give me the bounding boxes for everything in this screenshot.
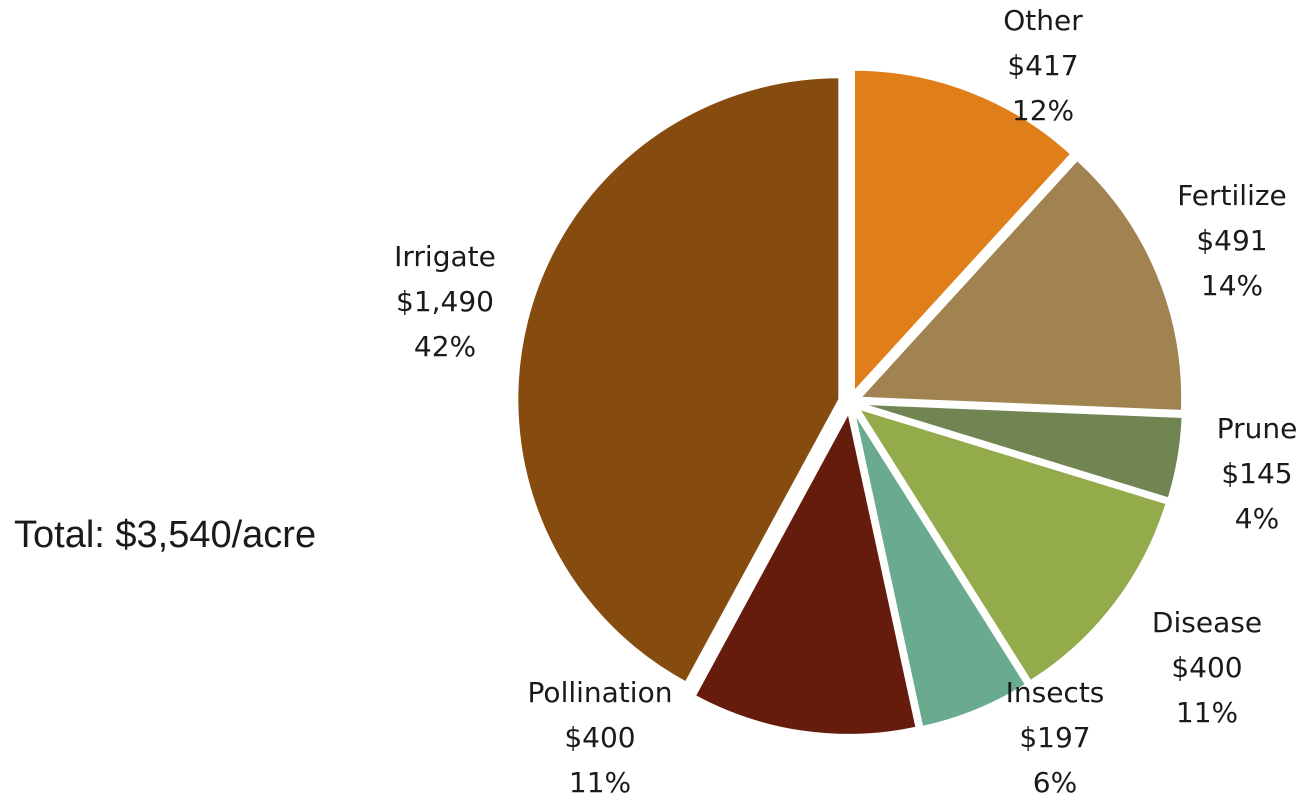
pie-slice bbox=[857, 158, 1184, 412]
pie-slice bbox=[853, 411, 1028, 729]
value-label: $197 bbox=[1019, 721, 1090, 754]
percent-label: 14% bbox=[1201, 269, 1263, 302]
pie-slice bbox=[856, 406, 1168, 683]
slice-label: Irrigate bbox=[394, 240, 496, 273]
slice-label: Pollination bbox=[528, 676, 673, 709]
pie-slice bbox=[693, 410, 918, 736]
percent-label: 4% bbox=[1235, 502, 1279, 535]
percent-label: 11% bbox=[1176, 696, 1238, 729]
percent-label: 6% bbox=[1033, 766, 1077, 798]
pie-slice bbox=[852, 68, 1073, 395]
value-label: $145 bbox=[1221, 457, 1292, 490]
value-label: $417 bbox=[1007, 49, 1078, 82]
slice-label: Insects bbox=[1006, 676, 1105, 709]
total-label: Total: $3,540/acre bbox=[14, 514, 316, 556]
slice-label: Other bbox=[1003, 4, 1083, 37]
slice-label: Prune bbox=[1217, 412, 1298, 445]
percent-label: 12% bbox=[1012, 94, 1074, 127]
pie-slice bbox=[860, 402, 1184, 500]
pie-slice bbox=[516, 76, 841, 684]
percent-label: 11% bbox=[569, 766, 631, 798]
slice-label: Fertilize bbox=[1177, 179, 1287, 212]
value-label: $400 bbox=[564, 721, 635, 754]
slice-label: Disease bbox=[1152, 606, 1262, 639]
value-label: $1,490 bbox=[396, 285, 494, 318]
value-label: $400 bbox=[1171, 651, 1242, 684]
percent-label: 42% bbox=[414, 330, 476, 363]
value-label: $491 bbox=[1196, 224, 1267, 257]
